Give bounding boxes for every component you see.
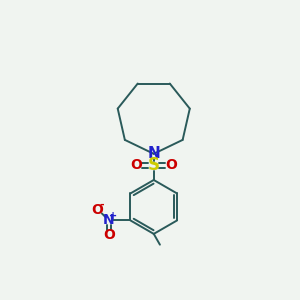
Text: N: N bbox=[147, 146, 160, 161]
Text: O: O bbox=[166, 158, 177, 172]
Text: O: O bbox=[130, 158, 142, 172]
Text: -: - bbox=[100, 200, 104, 210]
Text: O: O bbox=[103, 228, 115, 242]
Text: N: N bbox=[103, 213, 115, 227]
Text: +: + bbox=[109, 211, 117, 221]
Text: S: S bbox=[148, 156, 160, 174]
Text: O: O bbox=[92, 202, 103, 217]
